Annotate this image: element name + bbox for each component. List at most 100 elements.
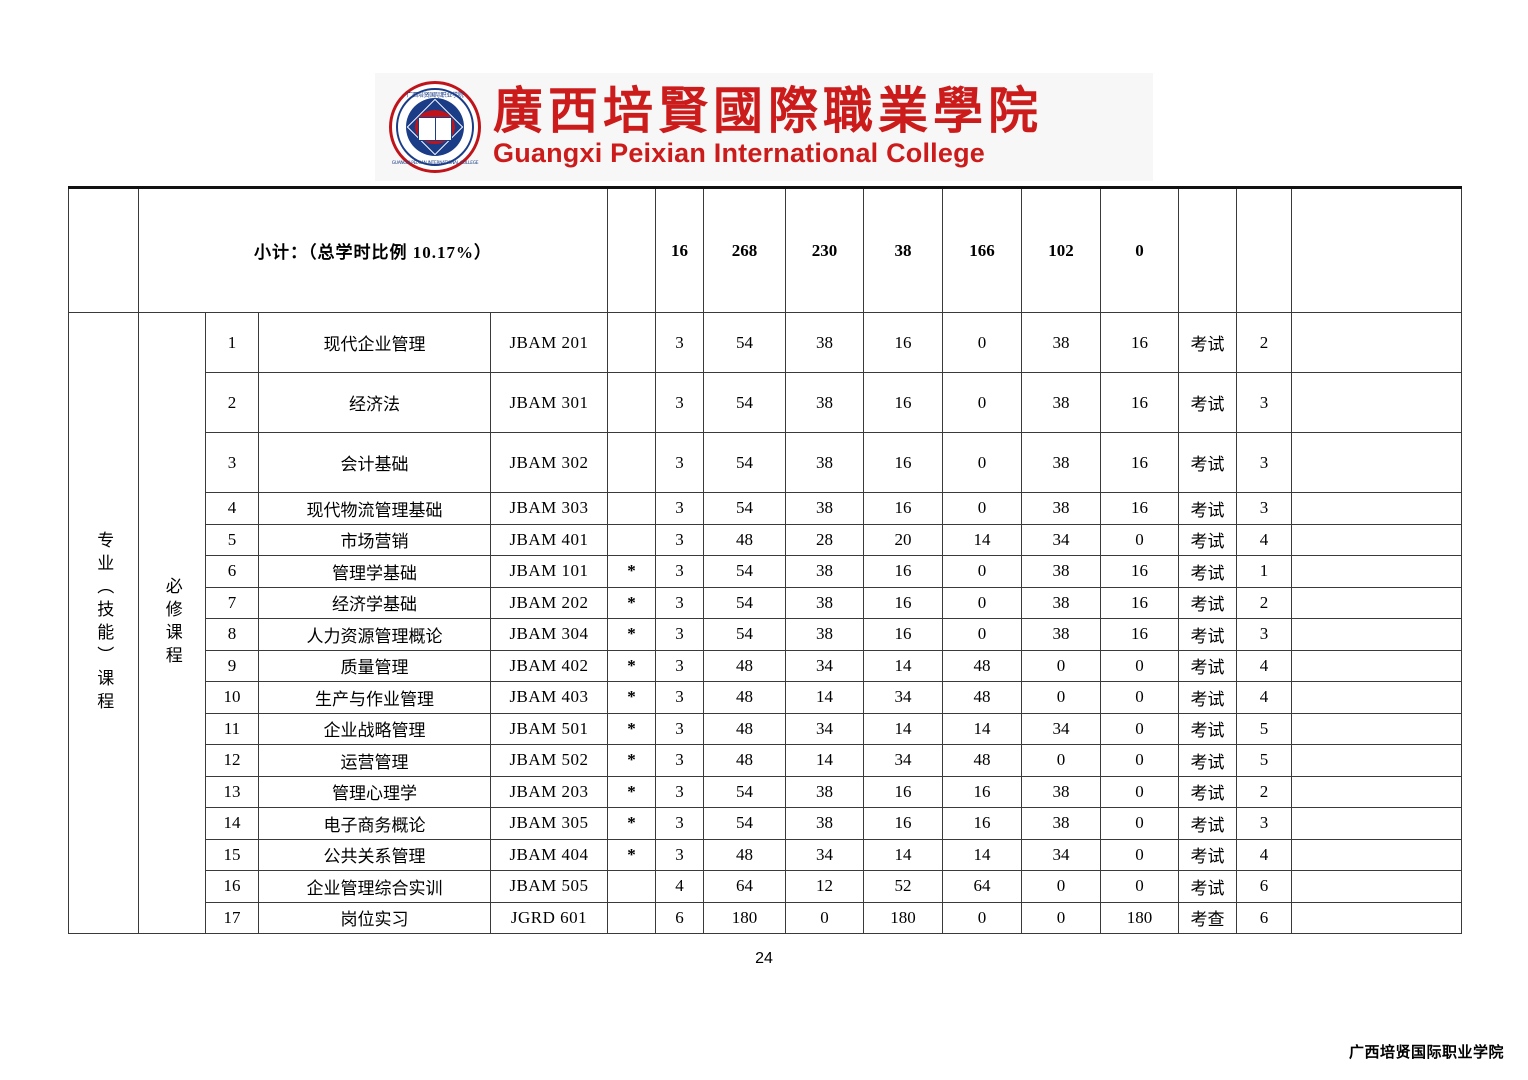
course-name: 经济法 xyxy=(258,372,491,433)
credits: 3 xyxy=(655,492,704,525)
lab-hours: 38 xyxy=(1021,492,1101,525)
assessment-type: 考试 xyxy=(1178,586,1237,619)
total-hours: 48 xyxy=(703,838,786,871)
total-hours: 48 xyxy=(703,712,786,745)
theory-hours: 38 xyxy=(785,492,864,525)
table-row: 14 电子商务概论 JBAM 305 * 3 54 38 16 16 38 0 考试 3 xyxy=(69,807,1462,840)
credits: 3 xyxy=(655,649,704,682)
table-row: 16 企业管理综合实训 JBAM 505 4 64 12 52 64 0 0 考试 6 xyxy=(69,870,1462,903)
curriculum-table: 小计：（总学时比例 10.17%） 16 268 230 38 166 102 … xyxy=(68,186,1462,934)
college-name-en: Guangxi Peixian International College xyxy=(493,137,986,168)
in-class-hours: 14 xyxy=(942,523,1022,556)
practice-hours: 52 xyxy=(863,870,943,903)
course-code: JBAM 501 xyxy=(490,712,608,745)
course-code: JBAM 403 xyxy=(490,681,608,714)
remark xyxy=(1291,492,1462,525)
semester: 5 xyxy=(1236,744,1292,777)
semester: 4 xyxy=(1236,838,1292,871)
course-name: 管理心理学 xyxy=(258,775,491,808)
semester: 3 xyxy=(1236,807,1292,840)
credits: 4 xyxy=(655,870,704,903)
table-row: 4 现代物流管理基础 JBAM 303 3 54 38 16 0 38 16 考试 3 xyxy=(69,492,1462,525)
theory-hours: 12 xyxy=(785,870,864,903)
course-code: JBAM 505 xyxy=(490,870,608,903)
theory-hours: 38 xyxy=(785,807,864,840)
practice-hours: 180 xyxy=(863,901,943,934)
off-campus-hours: 16 xyxy=(1100,555,1179,588)
remark xyxy=(1291,555,1462,588)
practice-hours: 14 xyxy=(863,649,943,682)
total-hours: 54 xyxy=(703,807,786,840)
semester: 6 xyxy=(1236,870,1292,903)
course-name: 企业战略管理 xyxy=(258,712,491,745)
in-class-hours: 0 xyxy=(942,901,1022,934)
remark xyxy=(1291,775,1462,808)
assessment-type: 考试 xyxy=(1178,744,1237,777)
in-class-hours: 14 xyxy=(942,712,1022,745)
off-campus-hours: 0 xyxy=(1100,523,1179,556)
total-hours: 180 xyxy=(703,901,786,934)
assessment-type: 考试 xyxy=(1178,681,1237,714)
row-number: 17 xyxy=(205,901,259,934)
row-number: 6 xyxy=(205,555,259,588)
table-row: 10 生产与作业管理 JBAM 403 * 3 48 14 34 48 0 0 考试 4 xyxy=(69,681,1462,714)
subtotal-off-campus-hours: 0 xyxy=(1100,186,1179,313)
subtotal-lab-hours: 102 xyxy=(1021,186,1101,313)
row-number: 1 xyxy=(205,312,259,373)
row-number: 3 xyxy=(205,432,259,493)
table-row: 7 经济学基础 JBAM 202 * 3 54 38 16 0 38 16 考试 2 xyxy=(69,586,1462,619)
course-category-label: 专业（技能）课程 xyxy=(68,312,139,934)
credits: 3 xyxy=(655,555,704,588)
core-course-star: * xyxy=(607,618,656,651)
course-name: 质量管理 xyxy=(258,649,491,682)
row-number: 13 xyxy=(205,775,259,808)
remark xyxy=(1291,901,1462,934)
semester: 2 xyxy=(1236,586,1292,619)
table-row: 13 管理心理学 JBAM 203 * 3 54 38 16 16 38 0 考试 2 xyxy=(69,775,1462,808)
course-name: 现代企业管理 xyxy=(258,312,491,373)
course-subcategory-label-text: 必修课程 xyxy=(162,577,182,669)
row-number: 9 xyxy=(205,649,259,682)
college-wordmark: 廣西培賢國際職業學院 Guangxi Peixian International… xyxy=(493,85,1043,168)
core-course-star: * xyxy=(607,838,656,871)
core-course-star: * xyxy=(607,649,656,682)
core-course-star xyxy=(607,372,656,433)
off-campus-hours: 16 xyxy=(1100,492,1179,525)
course-name: 管理学基础 xyxy=(258,555,491,588)
credits: 3 xyxy=(655,838,704,871)
core-course-star: * xyxy=(607,775,656,808)
row-number: 14 xyxy=(205,807,259,840)
course-code: JBAM 101 xyxy=(490,555,608,588)
semester: 4 xyxy=(1236,523,1292,556)
course-category-label-text: 专业（技能）课程 xyxy=(94,531,114,715)
lab-hours: 0 xyxy=(1021,649,1101,682)
table-row: 9 质量管理 JBAM 402 * 3 48 34 14 48 0 0 考试 4 xyxy=(69,649,1462,682)
credits: 6 xyxy=(655,901,704,934)
course-code: JBAM 302 xyxy=(490,432,608,493)
credits: 3 xyxy=(655,312,704,373)
in-class-hours: 0 xyxy=(942,492,1022,525)
core-course-star: * xyxy=(607,586,656,619)
course-name: 会计基础 xyxy=(258,432,491,493)
practice-hours: 16 xyxy=(863,586,943,619)
row-number: 4 xyxy=(205,492,259,525)
assessment-type: 考试 xyxy=(1178,775,1237,808)
lab-hours: 0 xyxy=(1021,681,1101,714)
remark xyxy=(1291,312,1462,373)
core-course-star: * xyxy=(607,807,656,840)
lab-hours: 38 xyxy=(1021,807,1101,840)
course-name: 企业管理综合实训 xyxy=(258,870,491,903)
lab-hours: 38 xyxy=(1021,432,1101,493)
theory-hours: 28 xyxy=(785,523,864,556)
row-number: 5 xyxy=(205,523,259,556)
theory-hours: 38 xyxy=(785,618,864,651)
off-campus-hours: 16 xyxy=(1100,372,1179,433)
total-hours: 54 xyxy=(703,372,786,433)
off-campus-hours: 16 xyxy=(1100,312,1179,373)
credits: 3 xyxy=(655,807,704,840)
lab-hours: 0 xyxy=(1021,744,1101,777)
in-class-hours: 64 xyxy=(942,870,1022,903)
core-course-star xyxy=(607,523,656,556)
remark xyxy=(1291,649,1462,682)
theory-hours: 38 xyxy=(785,775,864,808)
